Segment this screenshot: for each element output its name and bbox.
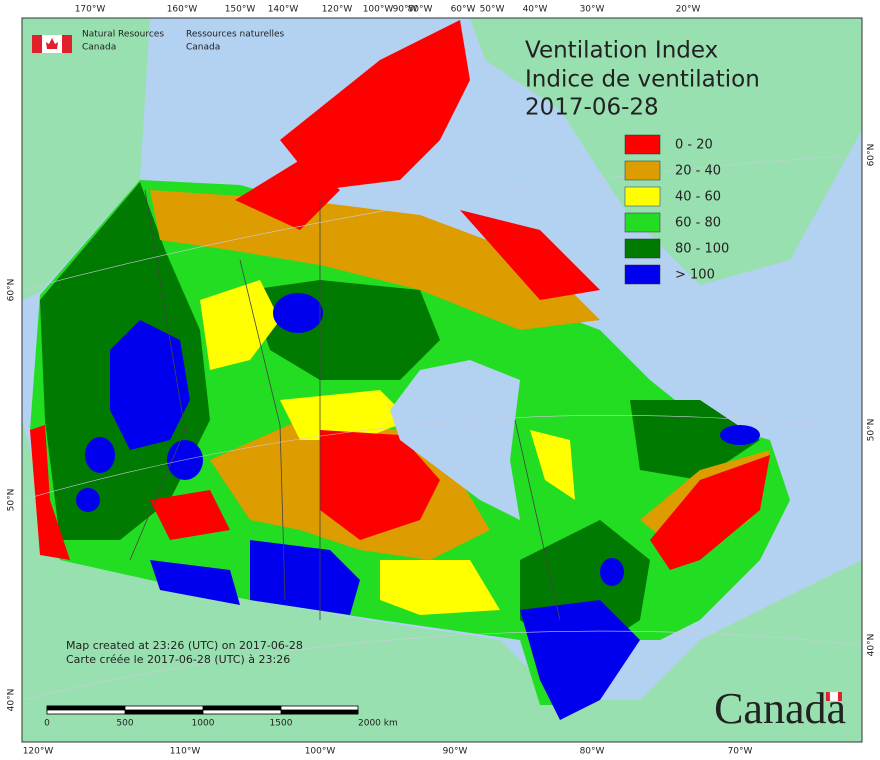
graticule-label: 30°W bbox=[580, 5, 605, 15]
graticule-label: 160°W bbox=[167, 5, 198, 15]
agency-fr: Ressources naturelles bbox=[186, 30, 285, 40]
scale-label: 1000 bbox=[192, 719, 215, 729]
graticule-label: 60°N bbox=[7, 279, 17, 302]
borders bbox=[129, 189, 561, 621]
foreign-land bbox=[22, 18, 862, 742]
graticule-label: 90°W bbox=[393, 5, 418, 15]
graticule-label: 140°W bbox=[268, 5, 299, 15]
legend-label: > 100 bbox=[675, 268, 715, 283]
graticule-label: 20°W bbox=[676, 5, 701, 15]
scale-bar bbox=[46, 705, 359, 715]
graticule-label: 60°W bbox=[451, 5, 476, 15]
graticule-label: 40°W bbox=[523, 5, 548, 15]
graticule-label: 70°W bbox=[728, 747, 753, 757]
credit: Map created at 23:26 (UTC) on 2017-06-28 bbox=[66, 639, 303, 652]
graticule-label: 110°W bbox=[170, 747, 201, 757]
agency-en: Canada bbox=[82, 43, 116, 53]
graticule-label: 90°W bbox=[443, 747, 468, 757]
graticule-label: 60°N bbox=[867, 144, 877, 167]
legend-swatch bbox=[624, 238, 661, 259]
scale-label: 500 bbox=[116, 719, 133, 729]
legend-swatch bbox=[624, 186, 661, 207]
graticule-label: 150°W bbox=[225, 5, 256, 15]
scale-label: 0 bbox=[44, 719, 50, 729]
graticule-label: 50°N bbox=[7, 489, 17, 512]
title: Ventilation Index bbox=[525, 38, 718, 64]
legend-label: 20 - 40 bbox=[675, 164, 721, 179]
graticule-label: 40°N bbox=[867, 634, 877, 657]
graticule-label: 120°W bbox=[23, 747, 54, 757]
legend-swatch bbox=[624, 134, 661, 155]
title: 2017-06-28 bbox=[525, 95, 659, 121]
title: Indice de ventilation bbox=[525, 67, 760, 93]
graticule-label: 50°N bbox=[867, 419, 877, 442]
legend-label: 60 - 80 bbox=[675, 216, 721, 231]
graticule-label: 80°W bbox=[408, 5, 433, 15]
graticule-label: 100°W bbox=[305, 747, 336, 757]
nrcan-logo bbox=[32, 35, 72, 53]
ventilation-field bbox=[30, 20, 790, 720]
graticule-label: 40°N bbox=[7, 689, 17, 712]
graticule bbox=[21, 154, 863, 701]
graticule-label: 50°W bbox=[480, 5, 505, 15]
agency-fr: Canada bbox=[186, 43, 220, 53]
graticule-label: 170°W bbox=[75, 5, 106, 15]
legend-swatch bbox=[624, 212, 661, 233]
legend-label: 40 - 60 bbox=[675, 190, 721, 205]
wordmark bbox=[826, 691, 842, 702]
scale-label: 1500 bbox=[270, 719, 293, 729]
graticule-label: 100°W bbox=[363, 5, 394, 15]
graticule-label: 120°W bbox=[322, 5, 353, 15]
agency-en: Natural Resources bbox=[82, 30, 164, 40]
canada-wordmark: Canada bbox=[714, 684, 846, 733]
legend-swatch bbox=[624, 264, 661, 285]
frame bbox=[21, 17, 863, 743]
graticule-label: 80°W bbox=[580, 747, 605, 757]
legend-label: 0 - 20 bbox=[675, 138, 713, 153]
legend-swatch bbox=[624, 160, 661, 181]
scale-label: 2000 km bbox=[358, 719, 398, 729]
credit: Carte créée le 2017-06-28 (UTC) à 23:26 bbox=[66, 653, 290, 666]
legend-label: 80 - 100 bbox=[675, 242, 729, 257]
